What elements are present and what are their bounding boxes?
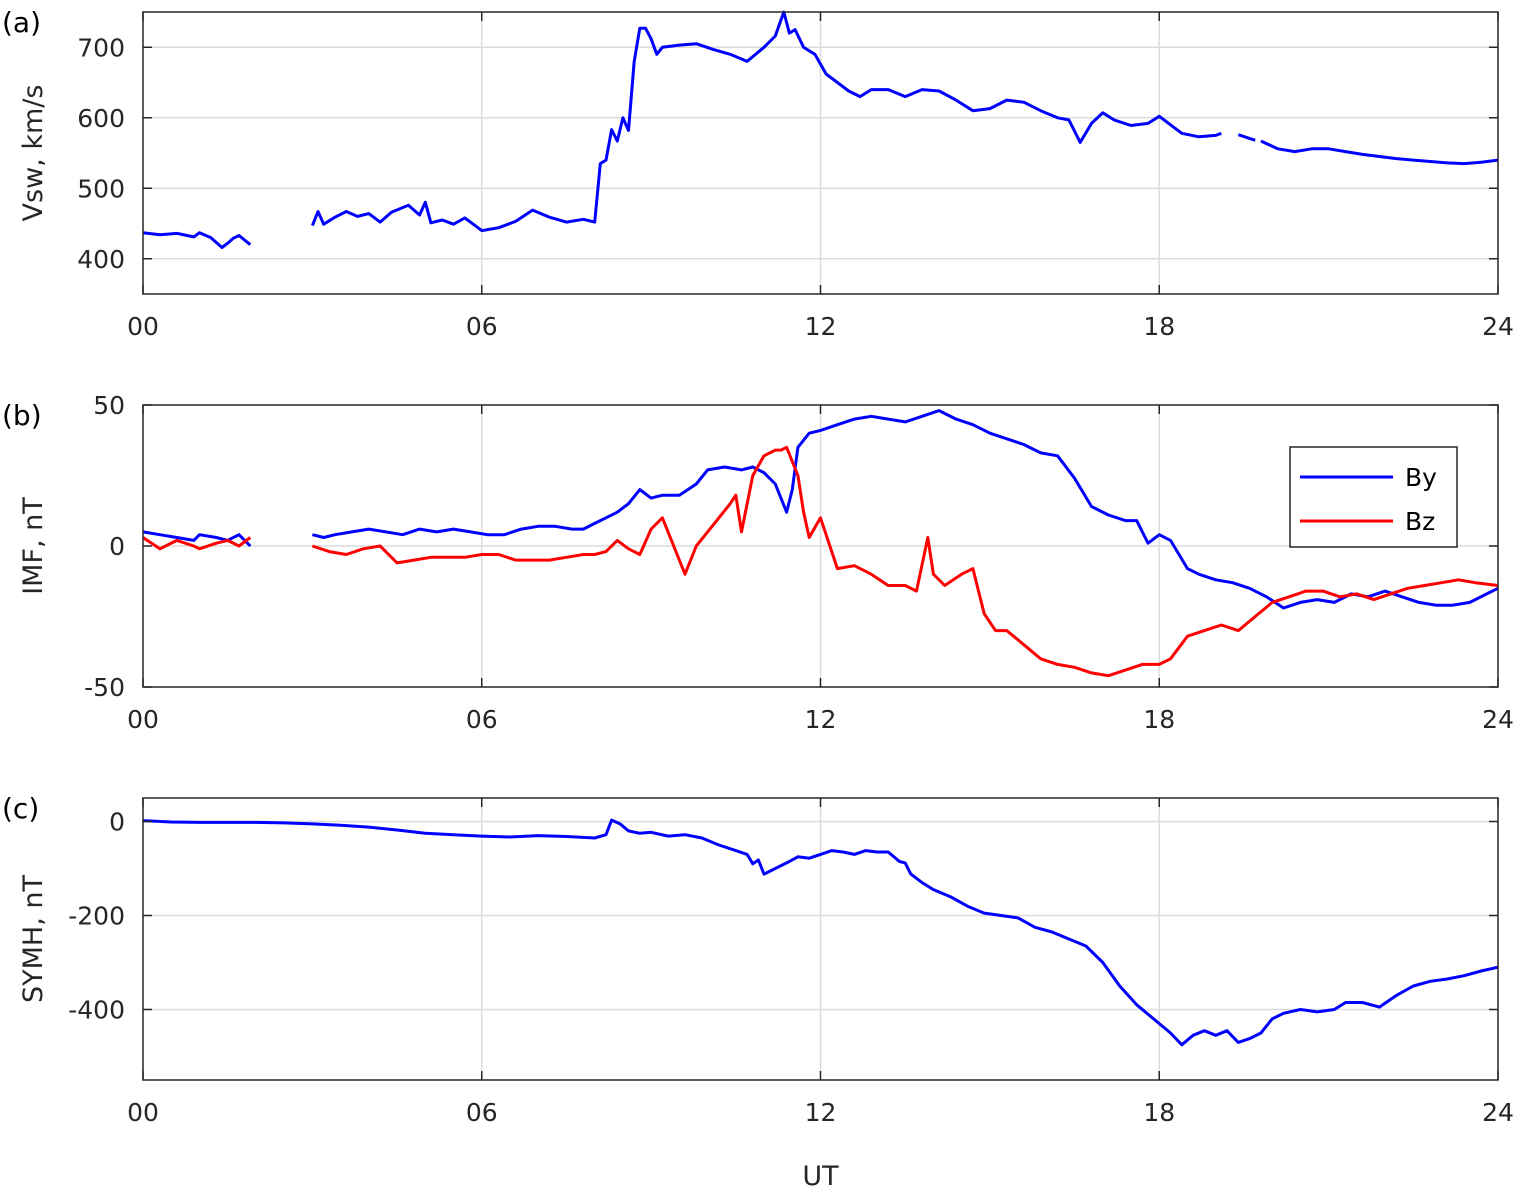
y-tick-label: 400 [77, 245, 125, 274]
panel-label: (a) [2, 6, 41, 39]
series-line-bz-seg-1 [311, 445, 1499, 678]
legend-label-bz: Bz [1405, 507, 1435, 536]
y-tick-label: 0 [109, 532, 125, 561]
y-tick-label: 0 [109, 808, 125, 837]
y-tick-label: 50 [93, 391, 125, 420]
y-tick-label: -400 [68, 996, 125, 1025]
panel-label: (b) [2, 399, 42, 432]
y-tick-label: -200 [68, 902, 125, 931]
series-line-0-seg-3 [1260, 139, 1499, 166]
x-tick-label: 06 [466, 312, 498, 341]
x-tick-label: 12 [805, 705, 837, 734]
x-tick-label: 18 [1143, 1098, 1175, 1127]
series-line-0-seg-0 [142, 818, 1499, 1047]
series-line-0-seg-2 [1237, 133, 1256, 142]
series-line-by-seg-1 [312, 409, 1499, 610]
x-tick-label: 00 [127, 1098, 159, 1127]
legend: By Bz [1289, 446, 1458, 548]
series-line-by-seg-0 [142, 530, 252, 548]
y-tick-label: 600 [77, 104, 125, 133]
x-tick-label: 24 [1482, 705, 1514, 734]
y-tick-label: -50 [84, 673, 125, 702]
x-tick-label: 24 [1482, 1098, 1514, 1127]
x-tick-label: 00 [127, 312, 159, 341]
y-tick-label: 700 [77, 33, 125, 62]
legend-label-by: By [1405, 463, 1437, 492]
x-tick-label: 00 [127, 705, 159, 734]
panel-2: 00 06 12 18 24 -400 -200 0 SYMH, nT UT (c) [2, 792, 1514, 1192]
x-tick-label: 12 [805, 312, 837, 341]
legend-box [1289, 446, 1458, 548]
y-axis-label: SYMH, nT [18, 874, 49, 1003]
x-tick-label: 18 [1143, 705, 1175, 734]
x-tick-label: 06 [466, 705, 498, 734]
series-line-bz-seg-0 [142, 536, 252, 551]
x-axis-label: UT [802, 1161, 839, 1192]
x-tick-label: 06 [466, 1098, 498, 1127]
series-line-0-seg-1 [311, 10, 1222, 233]
series-line-0-seg-0 [142, 231, 252, 249]
y-axis-label: IMF, nT [18, 497, 49, 595]
panel-label: (c) [2, 792, 39, 825]
y-tick-label: 500 [77, 174, 125, 203]
y-axis-label: Vsw, km/s [18, 85, 49, 222]
x-tick-label: 24 [1482, 312, 1514, 341]
panel-0: 00 06 12 18 24 400 500 600 700 Vsw, km/s (a) [2, 6, 1514, 341]
x-tick-label: 12 [805, 1098, 837, 1127]
panel-1: 00 06 12 18 24 -50 0 50 IMF, nT (b) By Bz [2, 391, 1514, 734]
x-tick-label: 18 [1143, 312, 1175, 341]
